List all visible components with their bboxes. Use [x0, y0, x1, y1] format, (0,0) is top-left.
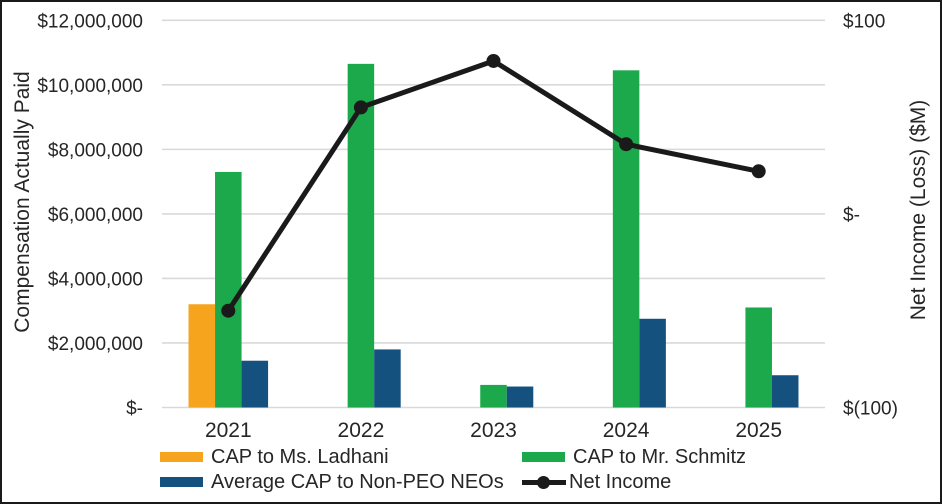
x-axis-label: 2023 [470, 419, 517, 442]
legend-item-net-income: Net Income [522, 470, 746, 494]
net-income-point [619, 137, 634, 152]
bar-average-cap-to-non-peo-neos [374, 349, 401, 408]
net-income-point [751, 164, 766, 179]
net-income-line [225, 58, 762, 314]
left-axis-tick-label: $- [126, 399, 143, 420]
bar-cap-to-mr-schmitz [612, 70, 640, 408]
right-axis-tick-label: $100 [843, 11, 885, 32]
left-axis-title: Compensation Actually Paid [11, 71, 34, 333]
bar-average-cap-to-non-peo-neos [241, 360, 269, 408]
bar-cap-to-mr-schmitz [745, 307, 772, 408]
net-income-point [353, 100, 368, 115]
bar-cap-to-mr-schmitz [347, 63, 375, 408]
right-axis-tick-label: $(100) [843, 399, 898, 420]
net-income-line-marker-icon [522, 475, 566, 489]
net-income-point [221, 303, 236, 318]
left-axis-tick-label: $12,000,000 [37, 11, 143, 32]
legend-label: CAP to Ms. Ladhani [211, 445, 389, 468]
x-axis-label: 2025 [735, 419, 782, 442]
legend-label: CAP to Mr. Schmitz [573, 445, 747, 468]
left-axis-tick-label: $6,000,000 [48, 205, 143, 226]
legend-item-cap-schmitz: CAP to Mr. Schmitz [522, 445, 746, 469]
bar-average-cap-to-non-peo-neos [506, 386, 534, 408]
x-axis-label: 2024 [603, 419, 650, 442]
bar-average-cap-to-non-peo-neos [639, 318, 666, 408]
non-peo-swatch-icon [160, 477, 203, 487]
left-axis-tick-label: $2,000,000 [48, 334, 143, 355]
x-axis-label: 2021 [205, 419, 252, 442]
right-axis-title: Net Income (Loss) ($M) [907, 99, 930, 321]
left-axis-tick-label: $4,000,000 [48, 269, 143, 290]
ladhani-swatch-icon [160, 452, 203, 462]
left-axis-tick-label: $10,000,000 [37, 76, 143, 97]
left-axis-tick-label: $8,000,000 [48, 140, 143, 161]
legend-item-cap-ladhani: CAP to Ms. Ladhani [160, 445, 522, 469]
chart-legend: CAP to Ms. Ladhani CAP to Mr. Schmitz Av… [160, 445, 746, 494]
bar-cap-to-mr-schmitz [215, 171, 242, 408]
bar-cap-to-ms-ladhani [188, 304, 216, 408]
x-axis-label: 2022 [338, 419, 385, 442]
net-income-point [486, 53, 501, 68]
bar-cap-to-mr-schmitz [480, 384, 507, 408]
right-axis-tick-label: $- [843, 205, 860, 226]
legend-label: Average CAP to Non-PEO NEOs [211, 470, 504, 493]
bar-average-cap-to-non-peo-neos [771, 375, 799, 408]
schmitz-swatch-icon [522, 452, 565, 462]
legend-item-avg-cap-non-peo: Average CAP to Non-PEO NEOs [160, 470, 522, 494]
legend-label: Net Income [569, 470, 672, 493]
